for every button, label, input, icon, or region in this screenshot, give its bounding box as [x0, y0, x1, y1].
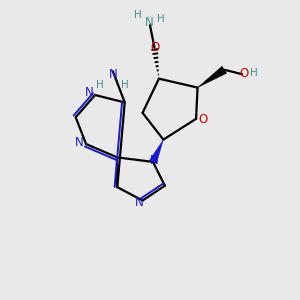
- Text: O: O: [199, 113, 208, 126]
- Text: H: H: [122, 80, 129, 90]
- Text: H: H: [97, 80, 104, 90]
- Text: H: H: [250, 68, 257, 78]
- Polygon shape: [149, 140, 164, 164]
- Text: O: O: [239, 67, 248, 80]
- Text: N: N: [135, 196, 143, 209]
- Polygon shape: [198, 66, 226, 88]
- Text: H: H: [158, 14, 165, 24]
- Text: N: N: [85, 86, 93, 99]
- Text: N: N: [150, 154, 159, 167]
- Text: N: N: [145, 16, 154, 29]
- Text: H: H: [134, 10, 141, 20]
- Text: O: O: [150, 41, 160, 54]
- Text: N: N: [109, 68, 118, 81]
- Text: N: N: [75, 136, 84, 149]
